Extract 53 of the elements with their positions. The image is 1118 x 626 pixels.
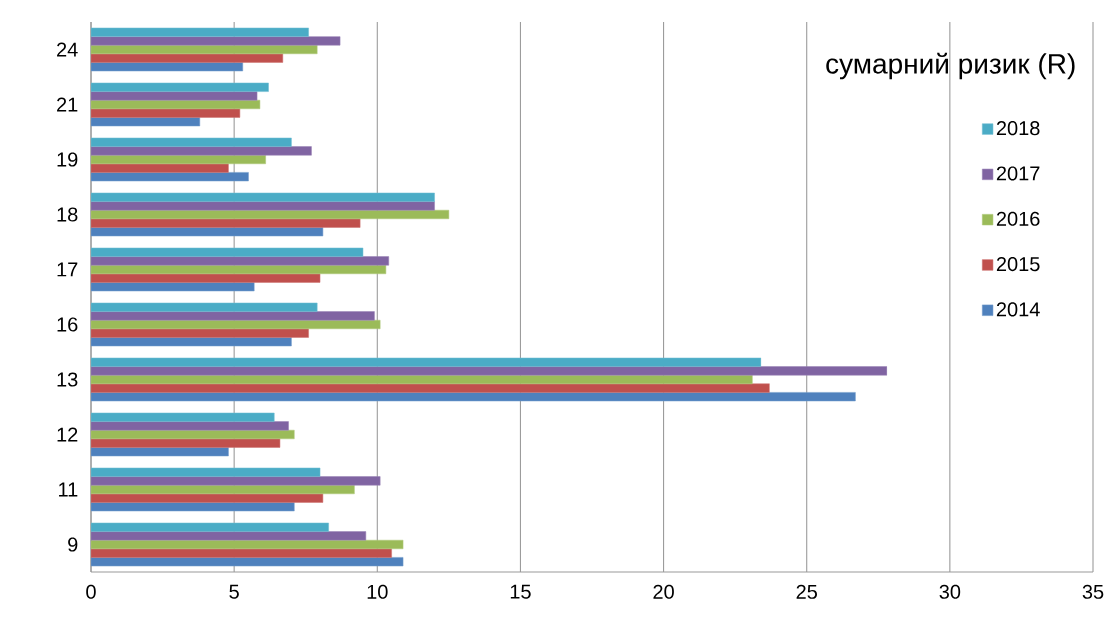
bar xyxy=(91,476,381,486)
bar xyxy=(91,247,364,257)
x-tick-label: 10 xyxy=(367,584,388,599)
bar xyxy=(91,383,770,393)
legend-label: 2017 xyxy=(996,166,1040,181)
bar xyxy=(91,163,229,173)
bar xyxy=(91,256,390,266)
x-tick-label: 20 xyxy=(653,584,674,599)
bar xyxy=(91,412,275,422)
bar xyxy=(91,357,762,367)
bar xyxy=(91,82,269,92)
y-tick-label: 11 xyxy=(59,482,78,497)
bar xyxy=(91,218,361,228)
bar xyxy=(91,522,329,532)
bar xyxy=(91,53,284,63)
bar xyxy=(91,273,321,283)
bar xyxy=(91,493,324,503)
bar xyxy=(91,146,312,156)
y-tick-label: 21 xyxy=(57,97,78,112)
legend-label: 2014 xyxy=(996,302,1040,317)
bar xyxy=(91,91,258,101)
legend-label: 2015 xyxy=(996,256,1040,272)
bar xyxy=(91,108,241,118)
y-tick-label: 9 xyxy=(68,537,78,552)
y-tick-label: 24 xyxy=(57,42,78,57)
x-tick-label: 5 xyxy=(229,584,239,599)
y-tick-label: 12 xyxy=(57,427,78,442)
y-tick-label: 18 xyxy=(57,207,78,222)
bar xyxy=(91,438,281,448)
x-tick-label: 15 xyxy=(510,584,531,599)
bar xyxy=(91,36,341,46)
bar xyxy=(91,311,375,321)
y-tick-label: 19 xyxy=(57,152,78,167)
bar xyxy=(91,201,435,211)
bar xyxy=(91,467,321,477)
bar xyxy=(91,548,392,558)
bar xyxy=(91,366,888,376)
x-tick-label: 25 xyxy=(796,584,817,599)
y-tick-label: 16 xyxy=(57,317,78,332)
x-tick-label: 35 xyxy=(1082,584,1104,599)
bar xyxy=(91,192,435,202)
bar xyxy=(91,421,289,431)
bar xyxy=(91,137,292,147)
y-tick-label: 13 xyxy=(57,372,78,387)
bar xyxy=(91,302,318,312)
legend-label: 2018 xyxy=(996,121,1040,136)
text: сумарний ризик (R) xyxy=(826,52,1075,80)
bar xyxy=(91,328,309,338)
x-tick-label: 0 xyxy=(86,584,96,599)
y-tick-label: 17 xyxy=(57,262,78,277)
x-tick-label: 30 xyxy=(939,584,961,599)
legend-label: 2016 xyxy=(996,211,1040,226)
bar xyxy=(91,27,309,37)
